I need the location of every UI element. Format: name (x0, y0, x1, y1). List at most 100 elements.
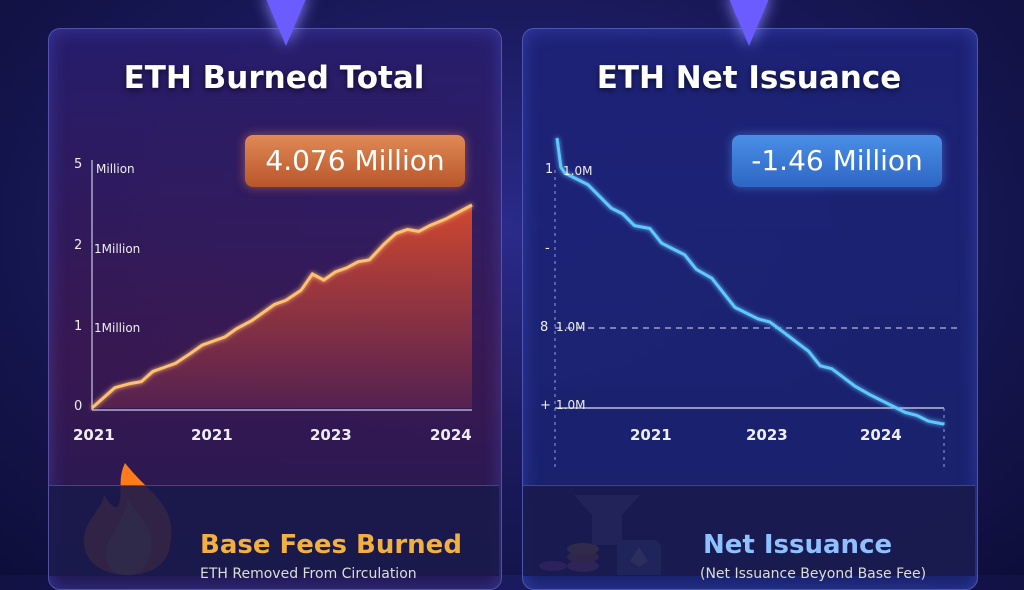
x-tick-label: 2021 (73, 426, 115, 444)
issuance-data-point (881, 400, 883, 402)
burned-data-point (114, 387, 116, 389)
x-tick-label: 2023 (746, 426, 788, 444)
issuance-data-point (672, 248, 674, 250)
x-tick-label: 2021 (630, 426, 672, 444)
burned-data-point (190, 352, 192, 354)
burned-data-point (262, 312, 264, 314)
burned-data-point (456, 212, 458, 214)
burned-data-point (285, 300, 287, 302)
burned-data-point (369, 259, 371, 261)
y-tick-num: 1 (545, 162, 553, 177)
x-tick-label: 2021 (191, 426, 233, 444)
burned-data-point (346, 267, 348, 269)
issuance-data-point (905, 412, 907, 414)
issuance-data-point (711, 277, 713, 279)
net-issuance-subtitle: (Net Issuance Beyond Base Fee) (700, 566, 927, 582)
issuance-data-point (943, 423, 945, 425)
y-tick-text: 1Million (94, 242, 140, 256)
base-fees-burned-label: Base Fees Burned (200, 530, 462, 560)
burned-area-series (92, 205, 472, 408)
burned-data-point (407, 229, 409, 231)
net-issuance-label: Net Issuance (703, 530, 893, 560)
base-fees-burned-subtitle: ETH Removed From Circulation (200, 566, 417, 582)
burned-data-point (312, 273, 314, 275)
burned-data-point (201, 344, 203, 346)
issuance-data-point (854, 385, 856, 387)
x-tick-label: 2023 (310, 426, 352, 444)
burned-data-point (300, 289, 302, 291)
issuance-data-point (649, 228, 651, 230)
burned-data-point (274, 304, 276, 306)
burned-data-point (224, 336, 226, 338)
issuance-chart: 1 1.0M - 8 1.0M + 1.0M 2021 2023 2024 (540, 137, 962, 470)
issuance-data-point (576, 178, 578, 180)
issuance-data-point (893, 406, 895, 408)
burned-data-point (395, 233, 397, 235)
issuance-data-point (622, 213, 624, 215)
chart-title-burned: ETH Burned Total (123, 60, 425, 96)
burned-data-point (418, 231, 420, 233)
y-tick-num: - (545, 241, 550, 256)
x-tick-label: 2024 (430, 426, 472, 444)
footer-issuance (523, 485, 975, 576)
burned-data-point (471, 204, 473, 206)
burned-data-point (163, 367, 165, 369)
issuance-data-point (785, 333, 787, 335)
burned-data-point (251, 320, 253, 322)
ethereum-diamond-icon (264, 0, 308, 46)
burned-data-point (323, 279, 325, 281)
ethereum-diamond-icon (727, 0, 771, 46)
issuance-data-point (684, 254, 686, 256)
issuance-data-point (634, 225, 636, 227)
issuance-data-point (769, 321, 771, 323)
y-tick-text: 1.0M (556, 398, 585, 412)
issuance-data-point (819, 365, 821, 367)
burned-data-point (445, 218, 447, 220)
net-issuance-badge: -1.46 Million (732, 135, 942, 187)
issuance-data-point (870, 394, 872, 396)
issuance-line-series (555, 137, 945, 426)
burned-data-point (175, 363, 177, 365)
burned-data-point (334, 271, 336, 273)
burned-data-point (91, 407, 93, 409)
issuance-data-point (746, 312, 748, 314)
burned-total-badge: 4.076 Million (245, 135, 465, 187)
burned-data-point (236, 328, 238, 330)
footer-burned (49, 485, 499, 576)
burned-data-point (141, 381, 143, 383)
issuance-data-point (796, 342, 798, 344)
burned-data-point (213, 340, 215, 342)
issuance-data-point (556, 137, 558, 139)
issuance-data-point (757, 318, 759, 320)
issuance-data-point (610, 207, 612, 209)
burned-line-series (91, 203, 473, 410)
issuance-data-point (808, 350, 810, 352)
issuance-data-point (723, 292, 725, 294)
burned-data-point (357, 261, 359, 263)
y-tick-text: Million (96, 162, 135, 176)
burned-data-point (429, 225, 431, 227)
issuance-data-point (599, 196, 601, 198)
issuance-data-point (831, 368, 833, 370)
y-tick-num: + (540, 398, 551, 413)
y-tick-num: 1 (74, 319, 82, 334)
x-tick-label: 2024 (860, 426, 902, 444)
issuance-data-point (916, 415, 918, 417)
y-tick-text: 1.0M (556, 320, 585, 334)
y-tick-num: 2 (74, 238, 82, 253)
burned-data-point (384, 243, 386, 245)
y-tick-text: 1Million (94, 321, 140, 335)
burned-data-point (129, 383, 131, 385)
issuance-data-point (734, 307, 736, 309)
chart-title-issuance: ETH Net Issuance (596, 60, 902, 96)
y-tick-text: 1.0M (563, 164, 592, 178)
issuance-data-point (696, 269, 698, 271)
burned-data-point (103, 397, 105, 399)
issuance-data-point (843, 377, 845, 379)
issuance-data-point (928, 420, 930, 422)
y-tick-num: 8 (540, 320, 548, 335)
burned-chart: 5 Million 2 1Million 1 1Million 0 2021 2… (73, 157, 473, 444)
y-tick-num: 0 (74, 399, 82, 414)
issuance-data-point (661, 242, 663, 244)
issuance-data-point (587, 184, 589, 186)
